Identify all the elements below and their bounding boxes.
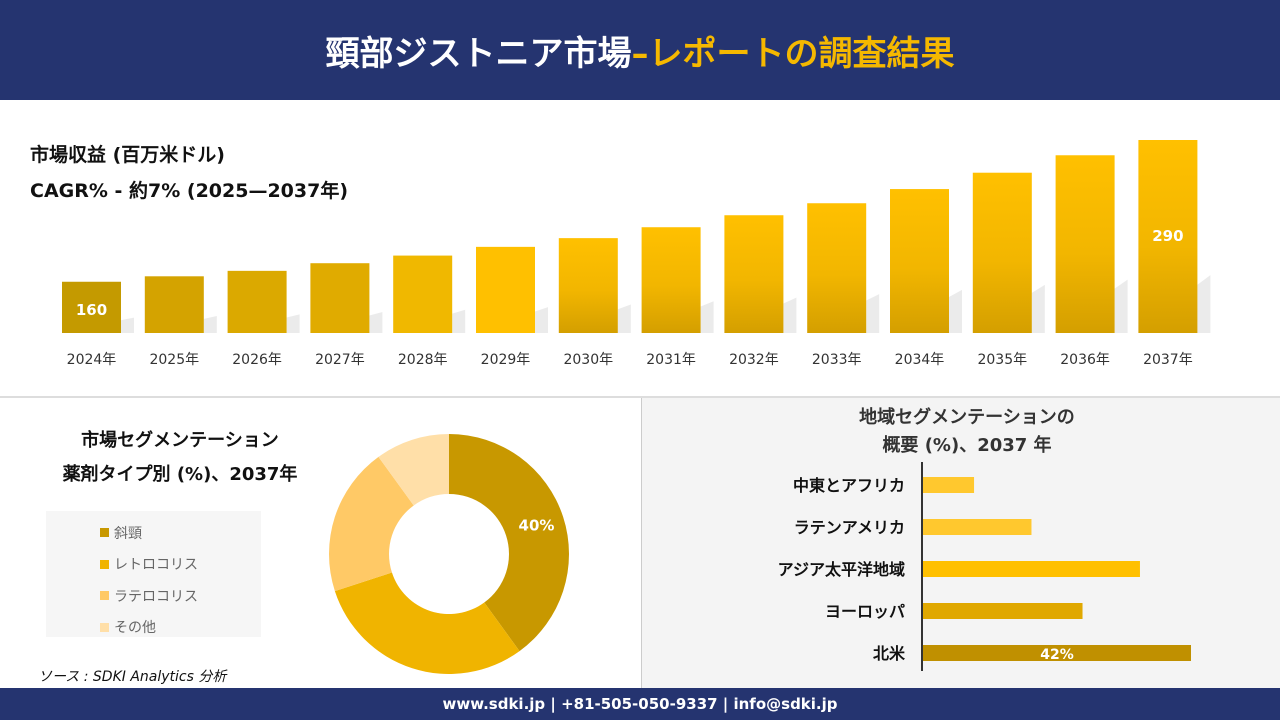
bar-shadow	[286, 314, 300, 333]
category-label: 北米	[873, 644, 906, 663]
page-header: 頸部ジストニア市場 –レポートの調査結果	[0, 0, 1280, 100]
bar-2025年	[144, 276, 204, 333]
revenue-bar-chart: 2024年 160 2025年 2026年 2027年 2028年 2029年 2030年 20…	[62, 140, 1211, 368]
bar-2035年	[972, 172, 1032, 333]
segment-title-line1: 市場セグメンテーション	[81, 430, 279, 451]
x-tick-label: 2029年	[481, 352, 531, 368]
bar-shadow	[617, 304, 631, 333]
legend-item: レトロコリス	[100, 549, 261, 581]
bar-shadow	[452, 309, 466, 333]
x-tick-label: 2035年	[977, 352, 1027, 368]
x-tick-label: 2025年	[149, 352, 199, 368]
x-tick-label: 2024年	[67, 352, 117, 368]
x-tick-label: 2031年	[646, 352, 696, 368]
segment-title-line2: 薬剤タイプ別 (%)、2037年	[62, 464, 298, 485]
bar-2037年	[1138, 140, 1198, 333]
bar-2030年	[558, 238, 618, 333]
donut-slice-ラテロコリス	[329, 456, 414, 592]
bar-アジア太平洋地域	[923, 561, 1140, 577]
legend-swatch	[100, 622, 109, 632]
category-label: ラテンアメリカ	[794, 518, 905, 537]
bar-2036年	[1055, 155, 1115, 333]
x-tick-label: 2028年	[398, 352, 448, 368]
slice-label: 40%	[519, 517, 555, 535]
region-title-line1: 地域セグメンテーションの	[859, 407, 1075, 428]
divider	[0, 396, 1280, 398]
legend-swatch	[100, 559, 109, 569]
bar-shadow	[783, 297, 797, 333]
bar-shadow	[949, 289, 962, 333]
bar-2031年	[641, 227, 701, 333]
bar-shadow	[1114, 279, 1128, 333]
bar-shadow	[1031, 284, 1045, 333]
data-label: 42%	[1040, 647, 1074, 663]
x-tick-label: 2033年	[812, 352, 862, 368]
segment-title: 市場セグメンテーション 薬剤タイプ別 (%)、2037年	[30, 424, 330, 492]
bar-ラテンアメリカ	[923, 519, 1032, 535]
donut-legend: 斜頸レトロコリス ラテロコリス その他	[46, 511, 261, 637]
bar-shadow	[203, 315, 217, 333]
x-tick-label: 2036年	[1060, 352, 1110, 368]
x-tick-label: 2037年	[1143, 352, 1193, 368]
legend-item: ラテロコリス	[100, 580, 261, 612]
revenue-cagr: CAGR% - 約7% (2025—2037年)	[30, 180, 349, 202]
revenue-title: 市場収益 (百万米ドル)	[30, 144, 225, 166]
bar-北米	[923, 645, 1191, 661]
donut-slice-その他	[378, 434, 449, 506]
bar-2026年	[227, 270, 287, 333]
footer-contact: www.sdki.jp | +81-505-050-9337 | info@sd…	[0, 688, 1280, 720]
source-note: ソース : SDKI Analytics 分析	[38, 669, 227, 685]
region-panel: 地域セグメンテーションの 概要 (%)、2037 年 中東とアフリカ ラテンアメリ…	[641, 398, 1280, 688]
category-label: ヨーロッパ	[825, 602, 905, 621]
bar-2024年	[62, 281, 121, 333]
bar-shadow	[535, 307, 548, 333]
legend-label: その他	[114, 620, 156, 637]
x-tick-label: 2034年	[895, 352, 945, 368]
legend-item: その他	[100, 612, 261, 644]
bar-shadow	[369, 312, 383, 333]
title-main: 頸部ジストニア市場	[325, 33, 632, 74]
bar-2028年	[393, 255, 453, 333]
data-label: 290	[1152, 227, 1183, 245]
drug-type-donut-chart: 40%	[329, 434, 569, 674]
bar-shadow	[700, 301, 714, 333]
bar-中東とアフリカ	[923, 477, 975, 493]
legend-label: ラテロコリス	[114, 588, 198, 605]
x-tick-label: 2032年	[729, 352, 779, 368]
x-tick-label: 2027年	[315, 352, 365, 368]
x-tick-label: 2030年	[563, 352, 613, 368]
bar-2033年	[807, 203, 867, 333]
region-title-line2: 概要 (%)、2037 年	[882, 435, 1052, 456]
category-label: 中東とアフリカ	[793, 476, 905, 495]
bar-shadow	[1197, 275, 1211, 333]
title-accent: –レポートの調査結果	[631, 33, 955, 74]
legend-swatch	[100, 591, 109, 601]
bar-2029年	[476, 246, 535, 333]
donut-slice-レトロコリス	[334, 572, 520, 674]
legend-swatch	[100, 528, 109, 538]
bar-shadow	[121, 317, 134, 333]
x-tick-label: 2026年	[232, 352, 282, 368]
bar-2034年	[890, 189, 949, 333]
legend-item: 斜頸	[100, 517, 261, 549]
bar-2032年	[724, 215, 784, 333]
category-label: アジア太平洋地域	[778, 560, 905, 579]
bar-shadow	[866, 294, 880, 333]
bar-2027年	[310, 263, 370, 333]
region-title: 地域セグメンテーションの 概要 (%)、2037 年	[787, 404, 1147, 460]
donut-slice-斜頸	[449, 434, 569, 652]
legend-label: レトロコリス	[114, 557, 198, 574]
data-label: 160	[76, 301, 107, 319]
bar-ヨーロッパ	[923, 603, 1083, 619]
legend-label: 斜頸	[114, 525, 142, 542]
